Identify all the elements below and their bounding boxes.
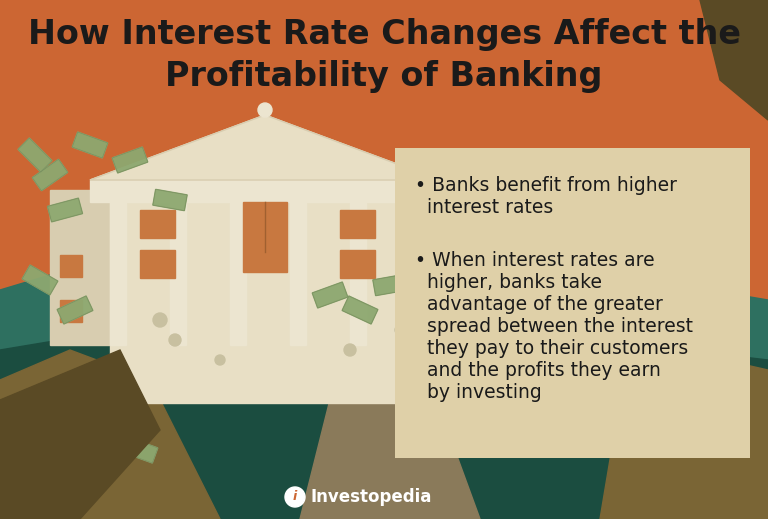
Bar — [18, 138, 52, 172]
Bar — [122, 437, 157, 463]
Circle shape — [258, 103, 272, 117]
Bar — [340, 250, 375, 278]
Bar — [437, 275, 473, 305]
Bar — [340, 210, 375, 238]
Bar — [110, 180, 420, 375]
Circle shape — [415, 195, 425, 205]
Bar — [57, 296, 93, 324]
Bar — [90, 384, 440, 394]
Bar — [153, 189, 187, 211]
Bar — [410, 180, 426, 345]
Text: How Interest Rate Changes Affect the: How Interest Rate Changes Affect the — [28, 18, 740, 51]
Polygon shape — [90, 115, 440, 180]
Bar — [412, 258, 448, 282]
Bar — [170, 180, 186, 345]
Bar — [48, 198, 82, 222]
Bar — [50, 190, 115, 345]
Bar — [412, 258, 448, 282]
Bar — [72, 132, 108, 158]
Bar — [60, 255, 82, 277]
Text: Profitability of Banking: Profitability of Banking — [165, 60, 603, 93]
Bar — [48, 198, 82, 222]
Polygon shape — [0, 350, 160, 519]
Bar — [342, 296, 378, 324]
Bar — [372, 275, 407, 296]
Bar — [438, 270, 460, 292]
Bar — [140, 250, 175, 278]
FancyBboxPatch shape — [395, 148, 750, 458]
Polygon shape — [0, 350, 220, 519]
Bar — [342, 296, 378, 324]
Circle shape — [169, 334, 181, 346]
Bar — [62, 418, 98, 442]
Bar — [72, 132, 108, 158]
Text: and the profits they earn: and the profits they earn — [415, 361, 661, 380]
Bar — [112, 147, 147, 173]
Polygon shape — [300, 300, 480, 519]
Bar — [62, 418, 98, 442]
Bar — [22, 265, 58, 295]
Polygon shape — [600, 350, 768, 519]
Text: spread between the interest: spread between the interest — [415, 317, 693, 336]
Bar — [438, 225, 460, 247]
Text: by investing: by investing — [415, 383, 541, 402]
Bar — [430, 200, 485, 340]
Bar — [18, 138, 52, 172]
Bar — [350, 180, 366, 345]
Circle shape — [285, 487, 305, 507]
Bar — [230, 180, 246, 345]
Polygon shape — [0, 320, 768, 519]
Circle shape — [395, 325, 405, 335]
Polygon shape — [700, 0, 768, 120]
Bar — [32, 159, 68, 190]
Text: • When interest rates are: • When interest rates are — [415, 251, 654, 270]
Text: advantage of the greater: advantage of the greater — [415, 295, 663, 314]
Text: i: i — [293, 490, 297, 503]
Circle shape — [215, 355, 225, 365]
Bar — [372, 275, 407, 296]
Bar — [90, 180, 440, 202]
Bar — [437, 275, 473, 305]
Circle shape — [153, 313, 167, 327]
Text: Investopedia: Investopedia — [311, 488, 432, 506]
Bar — [153, 189, 187, 211]
Text: • Banks benefit from higher: • Banks benefit from higher — [415, 176, 677, 195]
Text: they pay to their customers: they pay to their customers — [415, 339, 688, 358]
Bar — [57, 296, 93, 324]
Circle shape — [344, 344, 356, 356]
Polygon shape — [0, 260, 768, 519]
Bar — [140, 210, 175, 238]
Text: interest rates: interest rates — [415, 198, 553, 217]
Bar — [243, 202, 287, 272]
Bar — [100, 375, 430, 385]
Bar — [122, 437, 157, 463]
Bar — [313, 282, 348, 308]
Bar — [313, 282, 348, 308]
Bar — [112, 147, 147, 173]
Bar — [80, 393, 450, 403]
Bar — [22, 265, 58, 295]
Bar — [290, 180, 306, 345]
Bar — [60, 300, 82, 322]
Bar — [110, 180, 126, 345]
Text: higher, banks take: higher, banks take — [415, 273, 602, 292]
Bar — [32, 159, 68, 190]
